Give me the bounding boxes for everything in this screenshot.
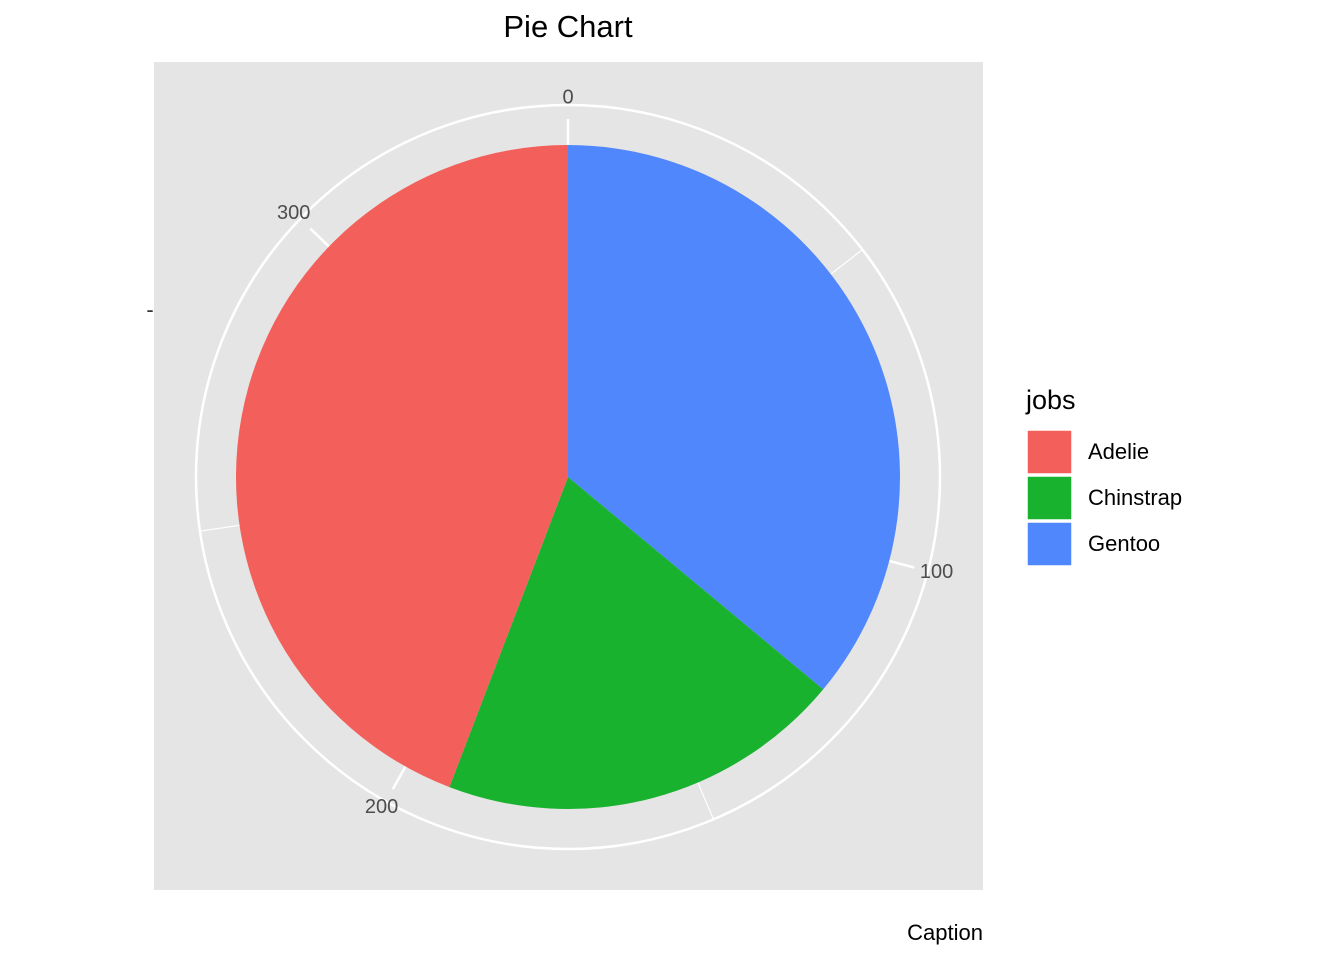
legend-key xyxy=(1026,475,1073,521)
x-tick-label: 300 xyxy=(277,202,310,224)
legend-title: jobs xyxy=(1025,385,1076,415)
y-tick-label: - xyxy=(146,297,153,322)
grid-line-minor xyxy=(830,249,863,275)
legend-key xyxy=(1026,429,1073,475)
grid-line xyxy=(391,765,407,790)
chart-title: Pie Chart xyxy=(503,9,633,44)
grid-line xyxy=(309,227,330,248)
x-tick-label: 0 xyxy=(562,86,573,108)
pie-slice xyxy=(236,144,569,788)
legend-label: Chinstrap xyxy=(1088,485,1182,510)
legend-label: Adelie xyxy=(1088,439,1149,464)
legend-key xyxy=(1026,521,1073,567)
grid-line-minor xyxy=(697,782,715,820)
pie-slice xyxy=(449,477,824,809)
grid-line xyxy=(888,559,915,569)
caption: Caption xyxy=(907,920,983,945)
pie-slice xyxy=(568,145,901,690)
grid-line-minor xyxy=(199,524,240,532)
grid-circle xyxy=(194,103,942,851)
x-tick-label: 200 xyxy=(365,796,398,818)
legend-label: Gentoo xyxy=(1088,531,1160,556)
x-tick-label: 100 xyxy=(920,561,953,583)
